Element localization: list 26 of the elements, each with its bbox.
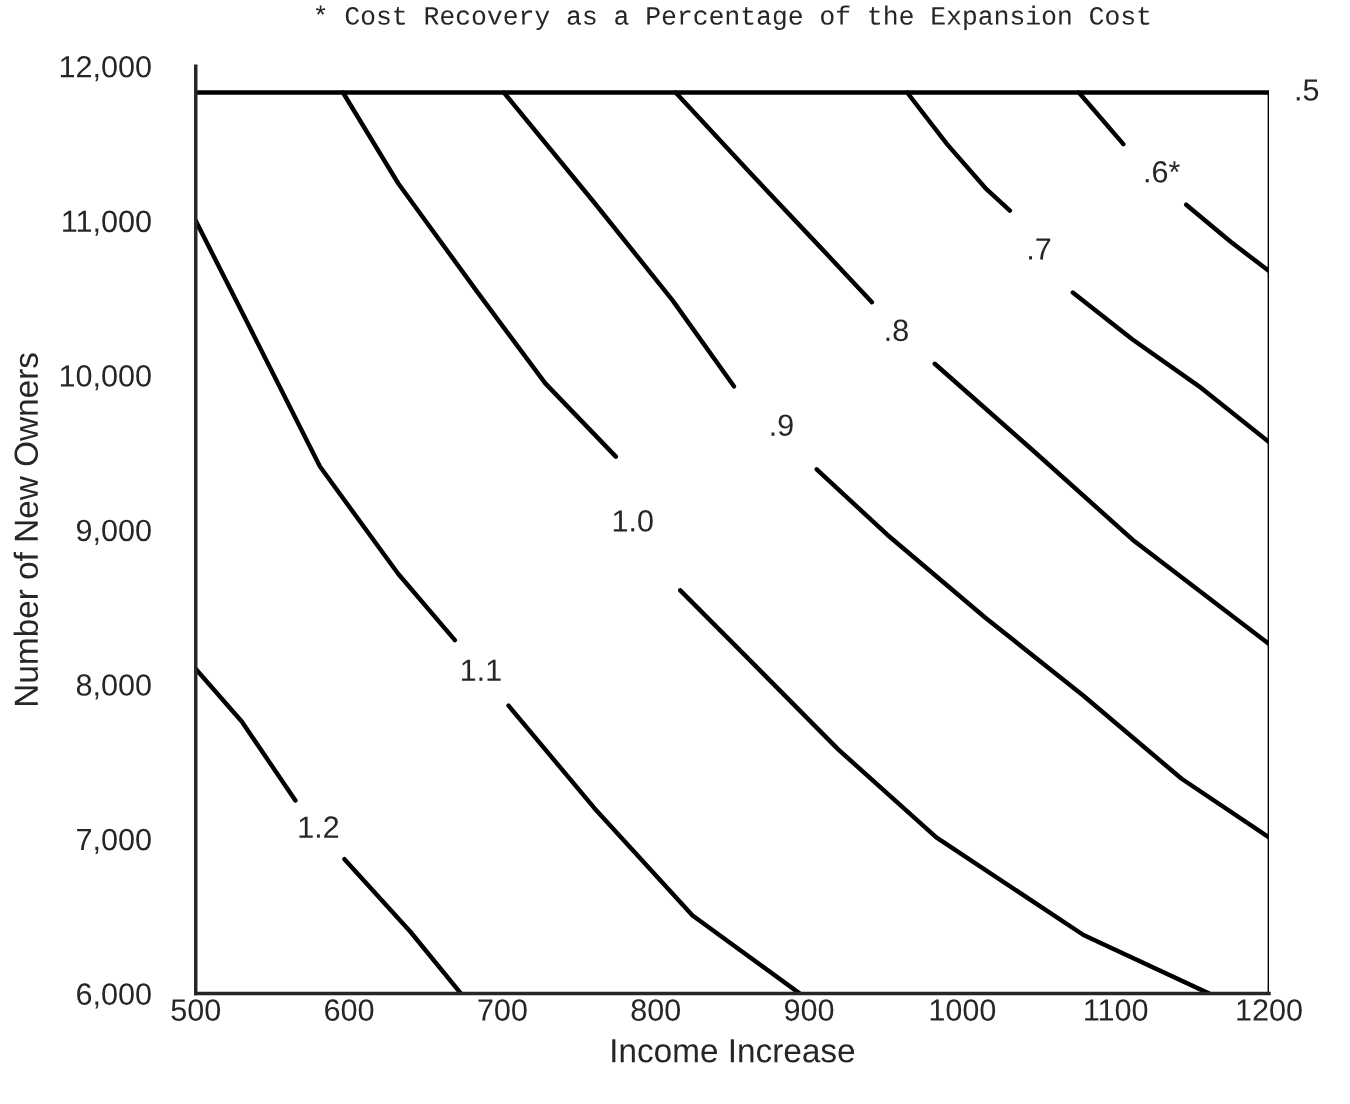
x-tick-label: 600 [325, 999, 374, 1021]
series-label: .9 [771, 414, 793, 437]
x-tick-label: 700 [478, 999, 527, 1021]
y-tick-label: 6,000 [77, 983, 151, 1009]
x-tick-label: 500 [171, 999, 221, 1021]
series-label: .8 [886, 319, 908, 342]
series-label: 1.2 [299, 816, 339, 838]
series-label: .6* [1145, 161, 1180, 183]
y-tick-label: 11,000 [63, 210, 151, 236]
series-label: 1.0 [613, 510, 653, 532]
y-axis-title: Number of New Owners [13, 353, 39, 706]
series-label: 1.1 [462, 659, 501, 681]
x-tick-label: 1100 [1085, 999, 1148, 1021]
y-tick-label: 7,000 [77, 828, 151, 855]
x-tick-label: 1000 [930, 999, 996, 1021]
x-tick-label: 900 [784, 999, 834, 1021]
series-label: .7 [1029, 238, 1051, 260]
y-tick-label: 8,000 [76, 674, 151, 700]
chart-title: * Cost Recovery as a Percentage of the Expansion Cost [315, 5, 1150, 31]
y-tick-label: 9,000 [76, 519, 151, 545]
y-tick-label: 12,000 [60, 55, 151, 82]
x-axis-title: Income Increase [612, 1039, 855, 1063]
x-tick-label: 800 [631, 999, 681, 1021]
series-label: .5 [1296, 79, 1319, 101]
y-tick-label: 10,000 [60, 365, 151, 391]
x-tick-label: 1200 [1237, 999, 1302, 1021]
